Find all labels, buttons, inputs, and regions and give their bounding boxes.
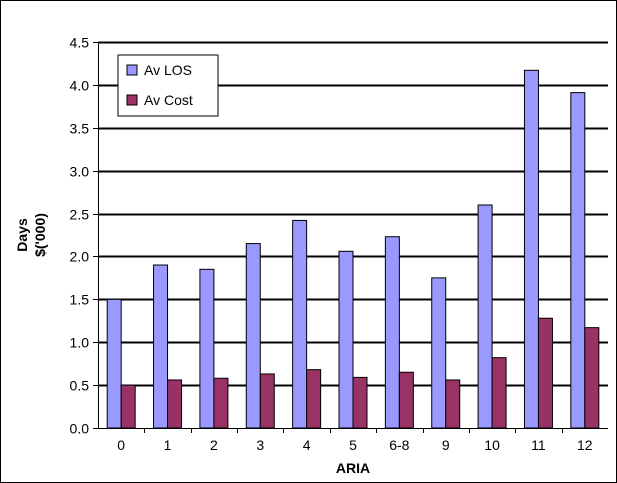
x-tick-label: 2 (210, 437, 218, 453)
x-tick-label: 10 (484, 437, 500, 453)
legend-label-av-cost: Av Cost (144, 92, 193, 108)
bar-av-cost-3 (259, 373, 275, 429)
bar-av-cost-0 (120, 384, 136, 429)
bar-av-cost-5 (352, 376, 368, 429)
y-tick-label: 3.0 (70, 164, 90, 180)
bar-av-cost-12 (584, 327, 600, 429)
x-tick-label: 9 (442, 437, 450, 453)
bar-av-los-0 (106, 298, 122, 429)
y-axis-title-line-2: $('000) (32, 213, 48, 257)
axes (93, 42, 608, 433)
y-tick-label: 1.0 (70, 335, 90, 351)
bar-av-cost-10 (491, 357, 507, 429)
x-tick-label: 3 (256, 437, 264, 453)
x-axis-title: ARIA (336, 460, 370, 476)
legend-label-av-los: Av LOS (144, 62, 192, 78)
bar-av-cost-2 (213, 377, 229, 429)
bar-av-los-11 (523, 69, 539, 429)
legend-swatch-av-cost (126, 94, 138, 106)
bars (106, 69, 600, 429)
bar-av-cost-6-8 (398, 371, 414, 429)
y-tick-label: 4.0 (70, 78, 90, 94)
bar-av-los-3 (245, 243, 261, 429)
bar-av-los-9 (431, 277, 447, 429)
bar-av-los-10 (477, 204, 493, 429)
y-tick-label: 3.5 (70, 121, 90, 137)
legend-swatch-av-los (126, 64, 138, 76)
y-axis-title: Days $('000) (14, 213, 48, 257)
bar-av-los-12 (570, 92, 586, 429)
x-tick-label: 0 (117, 437, 125, 453)
x-tick-label: 11 (531, 437, 546, 453)
y-tick-label: 2.5 (70, 207, 90, 223)
x-tick-label: 4 (303, 437, 311, 453)
bar-av-cost-11 (537, 317, 553, 429)
bar-av-cost-4 (306, 369, 322, 429)
y-tick-label: 1.5 (70, 292, 90, 308)
bar-av-cost-9 (445, 379, 461, 429)
x-tick-label: 6-8 (389, 437, 409, 453)
bar-av-los-1 (153, 264, 169, 429)
bar-av-los-4 (292, 219, 308, 429)
x-tick-label: 5 (349, 437, 357, 453)
y-tick-labels: 0.0 0.5 1.0 1.5 2.0 2.5 3.0 3.5 4.0 4.5 (70, 35, 90, 437)
bar-av-cost-1 (167, 379, 183, 429)
x-tick-labels: 0 1 2 3 4 5 6-8 9 10 11 12 (117, 437, 593, 453)
y-tick-label: 0.0 (70, 421, 90, 437)
bar-av-los-6-8 (384, 236, 400, 429)
y-tick-label: 0.5 (70, 378, 90, 394)
y-tick-label: 2.0 (70, 249, 90, 265)
bar-av-los-2 (199, 268, 215, 429)
bar-av-los-5 (338, 250, 354, 429)
y-tick-label: 4.5 (70, 35, 90, 51)
legend: Av LOS Av Cost (117, 54, 219, 117)
x-tick-label: 1 (164, 437, 172, 453)
y-axis-title-line-1: Days (14, 218, 30, 252)
x-tick-label: 12 (577, 437, 593, 453)
